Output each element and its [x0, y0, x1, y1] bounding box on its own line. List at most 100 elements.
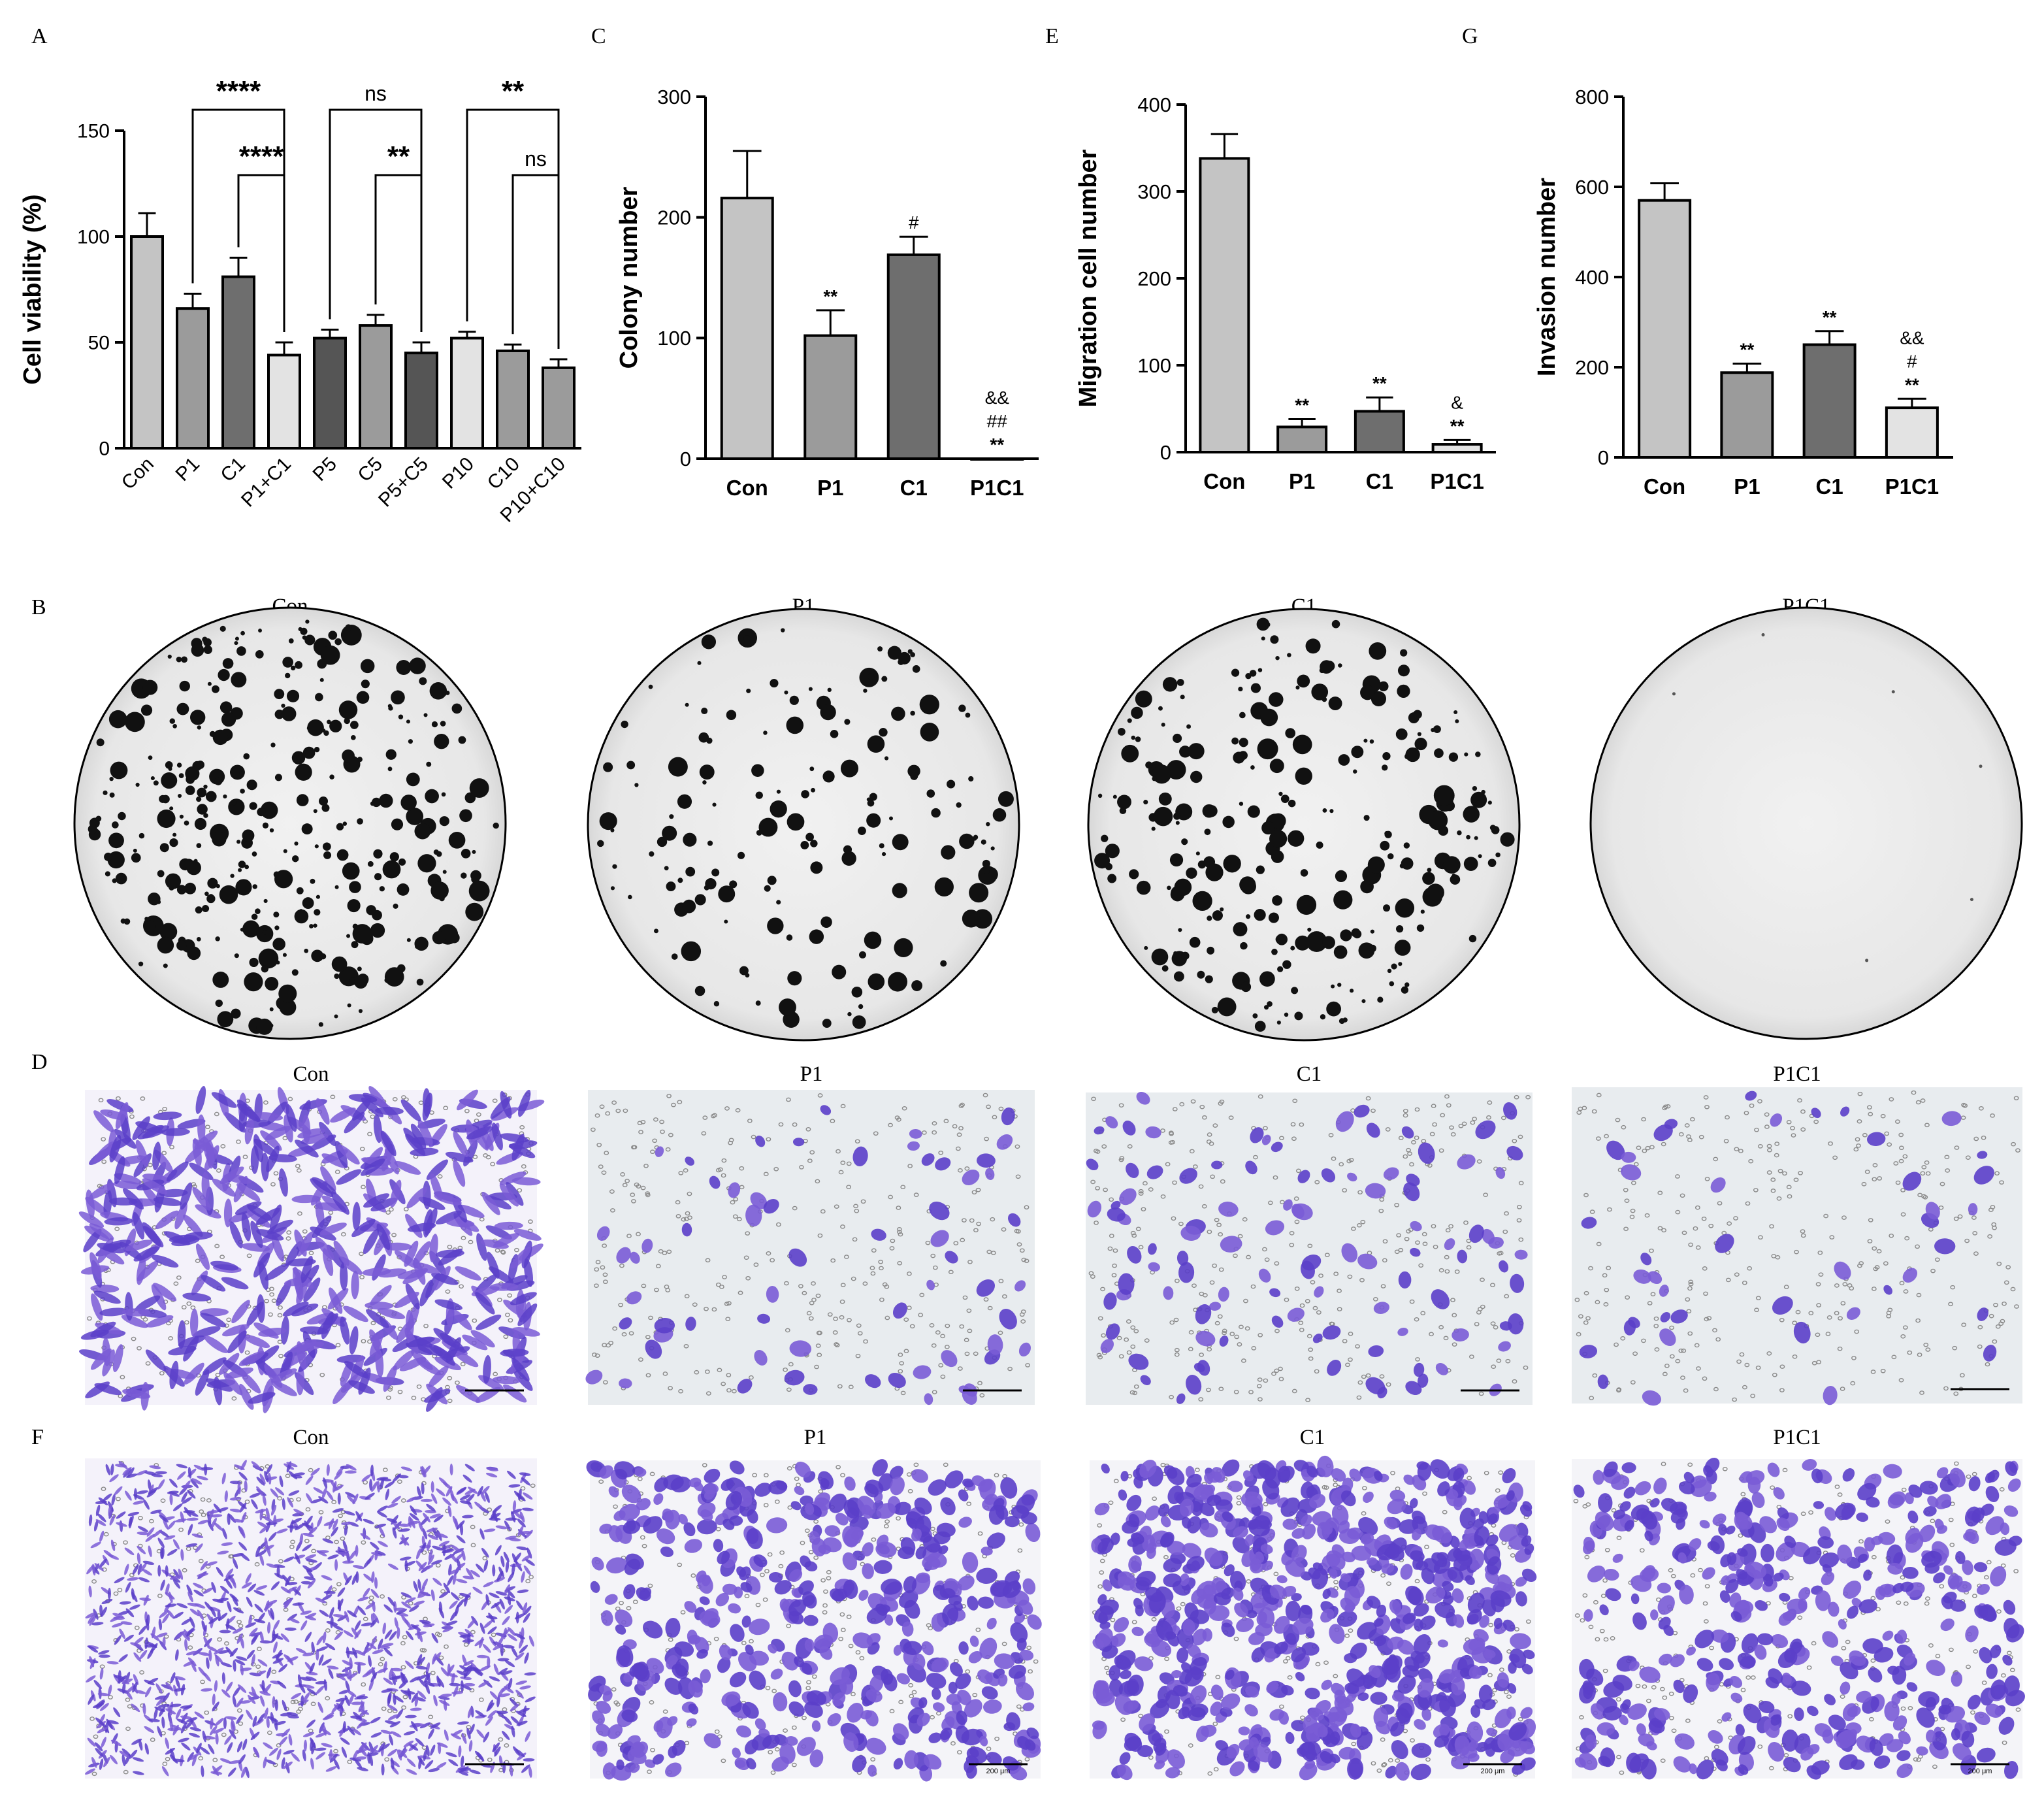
colony-dot	[470, 870, 481, 881]
colony-dot	[610, 828, 615, 832]
stained-cell	[1968, 1203, 1978, 1216]
colony-dot	[1472, 785, 1478, 791]
colony-dot	[178, 773, 184, 779]
stained-cell	[316, 1098, 330, 1125]
colony-dot	[334, 1014, 338, 1019]
membrane-pore	[938, 1150, 944, 1155]
colony-dot	[603, 762, 613, 772]
colony-dot	[1291, 987, 1299, 994]
colony-dot	[787, 971, 802, 986]
membrane-pore	[443, 1106, 449, 1110]
colony-dot	[256, 1018, 273, 1035]
membrane-pore	[706, 1391, 711, 1396]
colony-dot	[207, 681, 212, 686]
bar	[267, 353, 301, 450]
colony-dot	[851, 987, 863, 998]
micrograph-frame	[588, 1090, 1035, 1405]
colony-dot	[978, 866, 998, 885]
colony-dot	[962, 910, 981, 928]
colony-dot	[1360, 685, 1375, 700]
migration-micrographs-row: Con P1 C1 P1C1	[78, 1062, 2022, 1413]
x-category-label: P1C1	[1430, 469, 1484, 493]
x-category-label: P1	[172, 453, 204, 485]
membrane-pore	[416, 1384, 422, 1389]
membrane-pore	[161, 1151, 167, 1155]
membrane-pore	[721, 1158, 727, 1163]
membrane-pore	[685, 1211, 690, 1216]
colony-dot	[313, 923, 317, 928]
colony-dot	[396, 659, 412, 675]
colony-dot	[1188, 743, 1205, 760]
stained-cell	[248, 1392, 276, 1404]
colony-dot	[668, 757, 688, 777]
membrane-pore	[1019, 1248, 1025, 1253]
colony-dot	[320, 645, 340, 665]
colony-dot	[597, 840, 604, 847]
stained-cell	[520, 1531, 532, 1535]
stained-cell	[296, 1341, 306, 1370]
colony-dot	[898, 651, 911, 665]
colony-dot	[469, 778, 489, 798]
membrane-pore	[403, 1207, 409, 1211]
colony-dot	[321, 729, 326, 733]
stained-cell	[481, 1191, 500, 1215]
membrane-pore	[447, 1375, 453, 1381]
x-category-label: P1	[1734, 474, 1760, 499]
bar	[542, 366, 576, 450]
stained-cell	[383, 1365, 397, 1392]
bar	[1354, 410, 1405, 453]
colony-dot	[1306, 931, 1327, 953]
colony-dot	[461, 848, 471, 859]
colony-dot	[867, 735, 885, 753]
y-tick-label: 0	[1160, 441, 1171, 464]
colony-dot	[1261, 821, 1275, 835]
y-axis-label: Cell viability (%)	[19, 194, 46, 384]
colony-dot	[439, 816, 449, 827]
colony-dot	[1241, 878, 1256, 895]
colony-dot	[416, 978, 424, 986]
colony-dot	[1129, 869, 1139, 879]
comparison-bracket	[374, 174, 423, 332]
colony-dot	[313, 809, 317, 813]
stained-cell	[183, 1336, 199, 1362]
colony-dot	[1277, 966, 1284, 972]
membrane-pore	[246, 1253, 252, 1258]
stained-cell	[247, 1204, 272, 1221]
colony-dot	[294, 909, 309, 924]
colony-dot	[229, 764, 245, 780]
colony-dot	[683, 832, 697, 847]
membrane-pore	[297, 1211, 302, 1216]
colony-dot	[169, 838, 178, 847]
stained-cell	[254, 1112, 284, 1121]
colony-dot	[197, 725, 201, 730]
membrane-pore	[751, 1134, 756, 1140]
colony-dot	[743, 635, 751, 642]
membrane-pore	[423, 1324, 429, 1328]
colony-dot	[1207, 915, 1212, 921]
colony-dot	[1452, 874, 1456, 878]
colony-dot	[391, 690, 405, 705]
micrograph-label: P1	[804, 1426, 827, 1449]
colony-dot	[1136, 880, 1151, 895]
colony-dot	[822, 1019, 832, 1028]
colony-dot	[1288, 799, 1296, 808]
membrane-pore	[184, 1320, 189, 1325]
membrane-pore	[611, 1100, 617, 1105]
stained-cell	[363, 1228, 380, 1255]
membrane-pore	[142, 1317, 148, 1322]
membrane-pore	[270, 1182, 276, 1187]
membrane-pore	[236, 1140, 241, 1144]
colony-dot	[1353, 769, 1357, 774]
stained-cell	[211, 1092, 237, 1108]
colony-dot	[472, 849, 476, 854]
colony-dot	[820, 916, 832, 928]
x-category-label: P5	[309, 453, 341, 485]
colony-dot	[384, 967, 404, 987]
colony-dot	[417, 854, 436, 873]
x-category-label: P1C1	[1885, 474, 1939, 499]
colony-dot	[959, 833, 975, 849]
significance-annotation: **	[1905, 374, 1919, 395]
stained-cell	[244, 1115, 254, 1145]
stained-cell	[400, 1099, 421, 1122]
colony-dot	[209, 731, 216, 737]
